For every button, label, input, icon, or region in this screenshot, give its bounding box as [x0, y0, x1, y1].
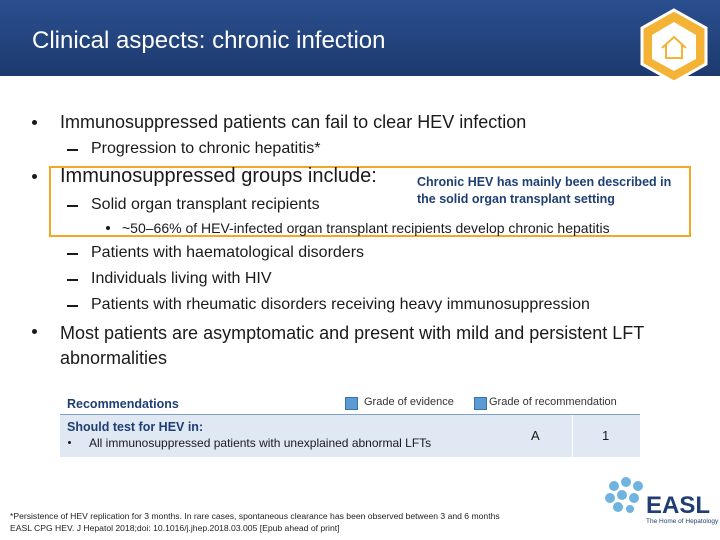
sub-bullet-text: Individuals living with HIV: [91, 270, 272, 287]
dash: [67, 149, 78, 151]
legend-swatch: [345, 397, 358, 410]
bullet-text: Immunosuppressed groups include:: [60, 165, 377, 187]
logo-tagline: The Home of Hepatology: [646, 518, 719, 525]
sub-bullet-text: Patients with rheumatic disorders receiv…: [91, 296, 590, 313]
footnote-line: *Persistence of HEV replication for 3 mo…: [10, 511, 500, 521]
sub-bullet-text: Patients with haematological disorders: [91, 244, 365, 261]
legend-label: Grade of evidence: [364, 396, 454, 408]
sub-bullet-text: Solid organ transplant recipients: [91, 196, 320, 213]
table-header-label: Recommendations: [67, 397, 179, 411]
header-bar: [0, 0, 720, 76]
sub-sub-bullet-text: ~50–66% of HEV-infected organ transplant…: [122, 220, 610, 236]
logo-name: EASL: [646, 492, 711, 519]
recommendation-grade: 1: [602, 428, 610, 443]
legend-swatch: [474, 397, 487, 410]
bullet: [32, 329, 37, 334]
footnote: *Persistence of HEV replication for 3 mo…: [10, 510, 500, 534]
bullet-text: Most patients are asymptomatic and prese…: [60, 323, 644, 368]
dash: [67, 279, 78, 281]
dash: [67, 253, 78, 255]
legend-label: Grade of recommendation: [489, 396, 617, 408]
bullet-text: Immunosuppressed patients can fail to cl…: [60, 112, 527, 132]
sub-bullet-text: Progression to chronic hepatitis*: [91, 140, 321, 157]
evidence-grade: A: [531, 428, 540, 443]
slide-title: Clinical aspects: chronic infection: [32, 27, 386, 54]
dash: [67, 305, 78, 307]
column-divider: [572, 415, 573, 457]
footnote-line: EASL CPG HEV. J Hepatol 2018;doi: 10.101…: [10, 523, 340, 533]
logo-mark: [605, 477, 643, 513]
dash: [67, 205, 78, 207]
highlight-box: [49, 166, 691, 237]
bullet: [32, 120, 37, 125]
table-header: [60, 390, 640, 415]
row-title: Should test for HEV in:: [67, 420, 204, 434]
home-icon: [640, 8, 708, 84]
table-row: [60, 415, 640, 457]
row-item: All immunosuppressed patients with unexp…: [89, 436, 432, 450]
bullet: [32, 174, 37, 179]
bullet: [68, 441, 71, 444]
callout: Chronic HEV has mainly been described in…: [417, 175, 672, 206]
bullet: [106, 226, 110, 230]
